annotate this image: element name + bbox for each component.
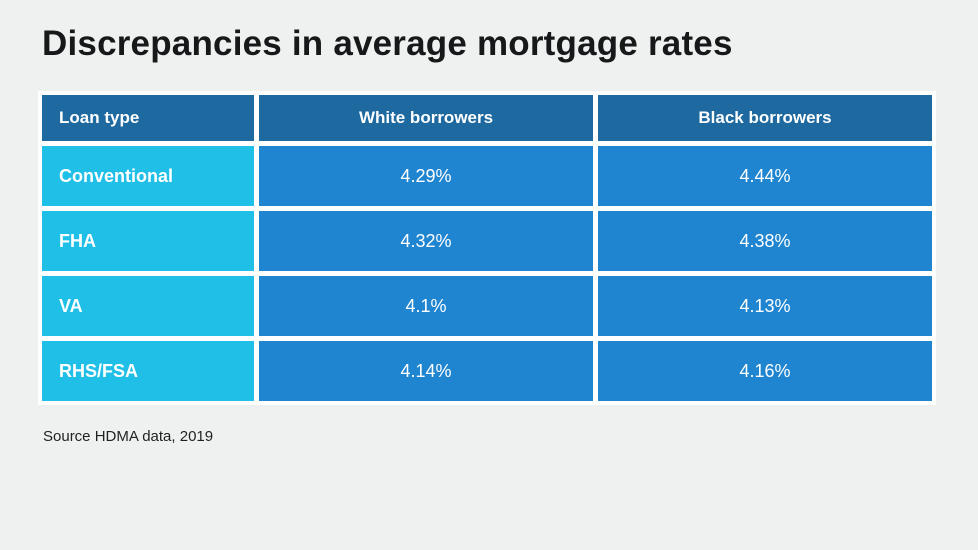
page-title: Discrepancies in average mortgage rates — [42, 24, 733, 63]
cell-rhs-fsa-black-rate: 4.16% — [598, 341, 932, 401]
row-label-rhs-fsa: RHS/FSA — [42, 341, 254, 401]
row-label-va: VA — [42, 276, 254, 336]
cell-conventional-black-rate: 4.44% — [598, 146, 932, 206]
column-header-loan-type: Loan type — [42, 95, 254, 141]
cell-fha-white-rate: 4.32% — [259, 211, 593, 271]
column-header-black-borrowers: Black borrowers — [598, 95, 932, 141]
cell-va-white-rate: 4.1% — [259, 276, 593, 336]
cell-va-black-rate: 4.13% — [598, 276, 932, 336]
cell-conventional-white-rate: 4.29% — [259, 146, 593, 206]
row-label-fha: FHA — [42, 211, 254, 271]
source-note: Source HDMA data, 2019 — [43, 428, 214, 445]
cell-rhs-fsa-white-rate: 4.14% — [259, 341, 593, 401]
mortgage-rates-table: Loan type White borrowers Black borrower… — [38, 91, 936, 405]
cell-fha-black-rate: 4.38% — [598, 211, 932, 271]
column-header-white-borrowers: White borrowers — [259, 95, 593, 141]
row-label-conventional: Conventional — [42, 146, 254, 206]
